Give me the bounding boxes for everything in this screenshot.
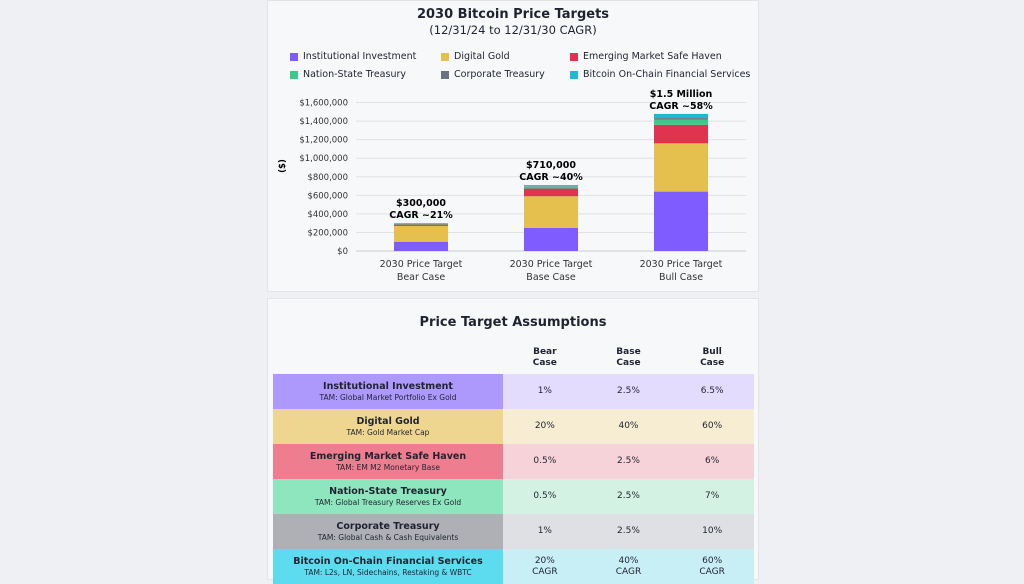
chart-card: 2030 Bitcoin Price Targets (12/31/24 to … [267, 0, 759, 292]
driver-tam: TAM: Global Treasury Reserves Ex Gold [274, 497, 502, 508]
y-tick-label: $1,200,000 [299, 136, 348, 146]
driver-name: Emerging Market Safe Haven [274, 451, 502, 462]
bar-segment [654, 114, 708, 118]
value-cell: 60%CAGR [670, 549, 754, 584]
value-cell: 7% [670, 479, 754, 514]
driver-tam: TAM: Gold Market Cap [274, 427, 502, 438]
bar-total-label: $1.5 Million [650, 89, 713, 100]
value-cell: 40% [587, 409, 671, 444]
x-tick-label: Bull Case [659, 272, 703, 283]
bar-segment [654, 119, 708, 124]
value-cell: 2.5% [587, 479, 671, 514]
y-tick-label: $600,000 [307, 191, 348, 201]
bar-segment [654, 125, 708, 144]
y-axis-label: ($) [278, 159, 288, 173]
y-tick-label: $400,000 [307, 210, 348, 220]
bar-segment [654, 143, 708, 191]
value-cell: 1% [503, 514, 587, 549]
x-tick-label: Bear Case [397, 272, 446, 283]
bar-total-label: $710,000 [526, 160, 576, 171]
y-tick-label: $0 [337, 247, 348, 257]
bar-cagr-label: CAGR ~58% [649, 101, 713, 112]
driver-name: Nation-State Treasury [274, 486, 502, 497]
bar-total-label: $300,000 [396, 198, 446, 209]
x-tick-label: 2030 Price Target [640, 259, 723, 270]
y-tick-label: $1,600,000 [299, 99, 348, 109]
y-tick-label: $200,000 [307, 228, 348, 238]
x-tick-label: Base Case [526, 272, 576, 283]
driver-name: Corporate Treasury [274, 521, 502, 532]
bar-segment [524, 228, 578, 251]
bar-cagr-label: CAGR ~21% [389, 210, 453, 221]
value-cell: 0.5% [503, 479, 587, 514]
bar-segment [394, 242, 448, 251]
bar-chart: $0 $200,000 $400,000 $600,000 $800,000 $1,000… [268, 1, 758, 291]
value-cell: 6% [670, 444, 754, 479]
driver-name: Digital Gold [274, 416, 502, 427]
bar-segment [524, 196, 578, 228]
bar-segment [654, 118, 708, 119]
value-cell: 0.5% [503, 444, 587, 479]
y-tick-label: $800,000 [307, 173, 348, 183]
bar-segment [524, 185, 578, 186]
value-cell: 20% [503, 409, 587, 444]
header-blank [273, 341, 503, 374]
value-cell: 2.5% [587, 444, 671, 479]
value-cell: 10% [670, 514, 754, 549]
bar-segment [394, 225, 448, 226]
value-cell: 2.5% [587, 374, 671, 409]
bar-cagr-label: CAGR ~40% [519, 172, 583, 183]
value-cell: 20%CAGR [503, 549, 587, 584]
y-tick-label: $1,000,000 [299, 154, 348, 164]
driver-name: Institutional Investment [274, 381, 502, 392]
x-tick-label: 2030 Price Target [510, 259, 593, 270]
value-cell: 60% [670, 409, 754, 444]
bar-segment [524, 187, 578, 189]
y-tick-label: $1,400,000 [299, 117, 348, 127]
driver-tam: TAM: Global Market Portfolio Ex Gold [274, 392, 502, 403]
value-cell: 6.5% [670, 374, 754, 409]
bar-segment [524, 189, 578, 197]
value-cell: 40%CAGR [587, 549, 671, 584]
driver-name: Bitcoin On-Chain Financial Services [274, 556, 502, 567]
driver-tam: TAM: Global Cash & Cash Equivalents [274, 532, 502, 543]
driver-tam: TAM: EM M2 Monetary Base [274, 462, 502, 473]
value-cell: 1% [503, 374, 587, 409]
table-title: Price Target Assumptions [268, 315, 758, 330]
value-cell: 2.5% [587, 514, 671, 549]
x-tick-label: 2030 Price Target [380, 259, 463, 270]
bar-segment [394, 226, 448, 242]
bar-segment [394, 224, 448, 225]
bar-segment [654, 192, 708, 251]
